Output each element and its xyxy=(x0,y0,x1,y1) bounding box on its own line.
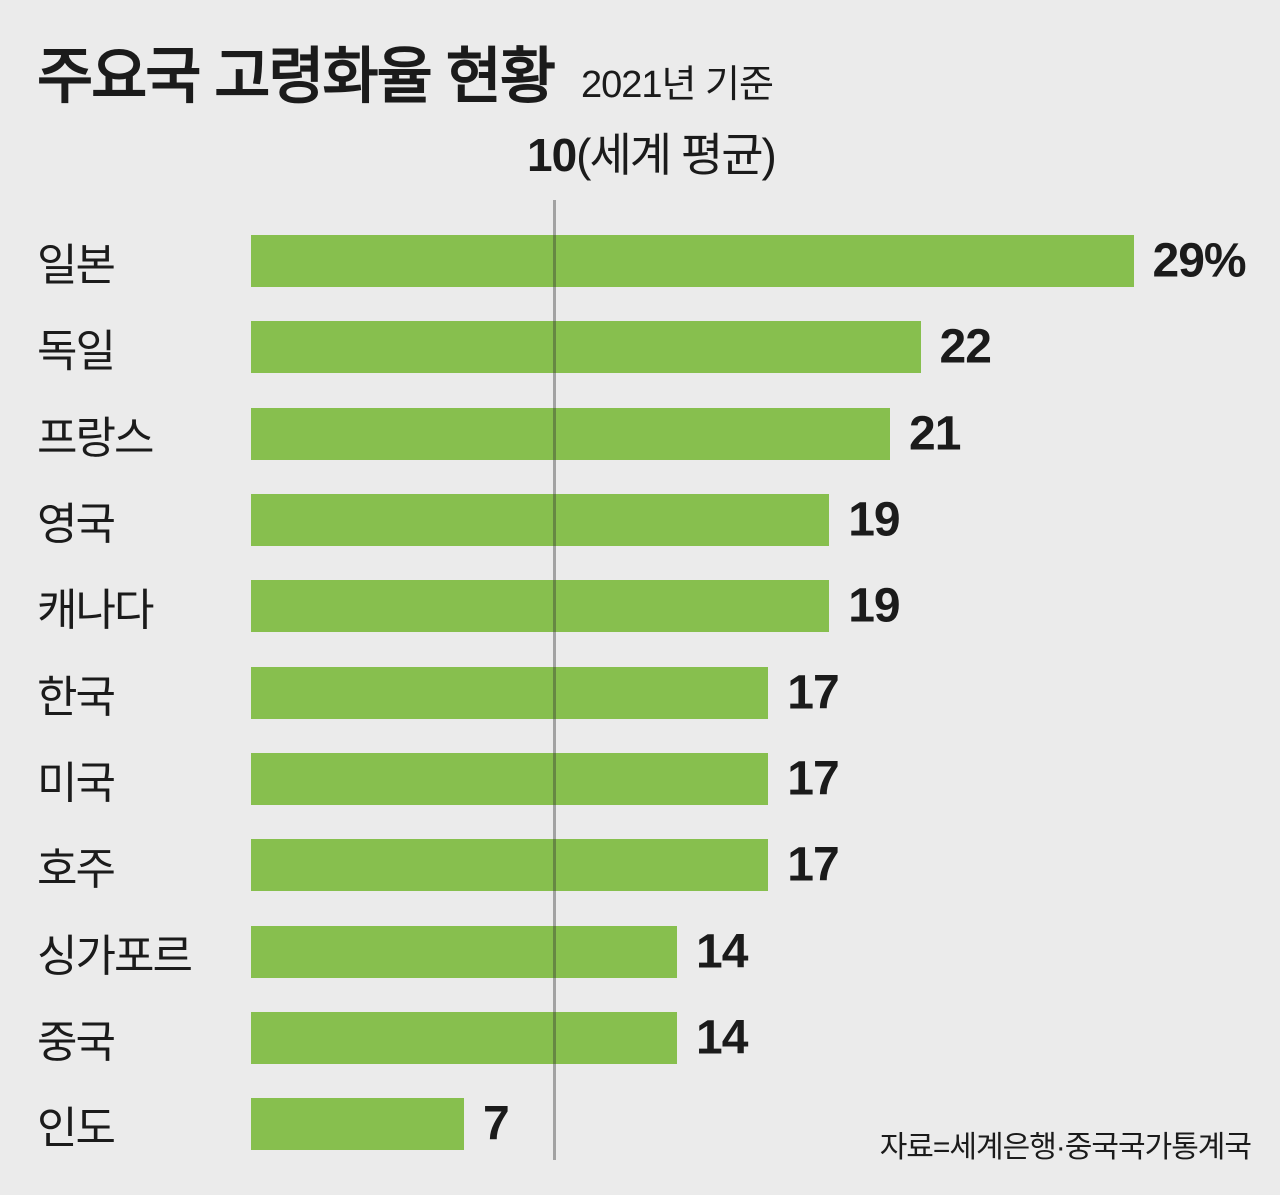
country-label: 프랑스 xyxy=(37,413,154,463)
value-label: 19 xyxy=(848,579,900,633)
value-label: 17 xyxy=(787,666,839,720)
value-bar xyxy=(251,580,830,633)
country-label: 중국 xyxy=(37,1017,116,1067)
chart-row: 싱가포르 14 xyxy=(0,908,1280,994)
value-bar xyxy=(251,1098,464,1151)
country-label: 캐나다 xyxy=(37,586,154,636)
chart-row: 일본 29% xyxy=(0,218,1280,304)
country-label: 미국 xyxy=(37,758,116,808)
world-average-caption: (세계 평균) xyxy=(576,129,777,181)
country-label: 호주 xyxy=(37,845,116,895)
country-label: 한국 xyxy=(37,672,116,722)
value-label: 17 xyxy=(787,752,839,806)
chart-row: 한국 17 xyxy=(0,649,1280,735)
value-bar xyxy=(251,321,921,374)
chart-row: 독일 22 xyxy=(0,304,1280,390)
chart-row: 중국 14 xyxy=(0,995,1280,1081)
value-label: 17 xyxy=(787,838,839,892)
chart-title: 주요국 고령화율 현황 xyxy=(37,42,556,110)
country-label: 일본 xyxy=(37,241,116,291)
value-label: 7 xyxy=(483,1097,510,1151)
world-average-value: 10 xyxy=(527,129,577,181)
value-bar xyxy=(251,1011,677,1064)
value-bar xyxy=(251,235,1134,288)
value-label: 22 xyxy=(939,320,992,374)
country-label: 싱가포르 xyxy=(37,931,193,981)
chart-row: 프랑스 21 xyxy=(0,391,1280,477)
value-label: 14 xyxy=(696,925,748,979)
chart-row: 캐나다 19 xyxy=(0,563,1280,649)
value-label: 14 xyxy=(696,1011,748,1065)
country-label: 독일 xyxy=(37,327,116,377)
value-bar xyxy=(251,407,890,460)
country-label: 영국 xyxy=(37,500,116,550)
value-label: 19 xyxy=(848,493,900,547)
chart-row: 영국 19 xyxy=(0,477,1280,563)
value-bar xyxy=(251,494,830,547)
chart-row: 호주 17 xyxy=(0,822,1280,908)
value-bar xyxy=(251,925,677,978)
bar-chart: 일본 29% 독일 22 프랑스 21 영국 19 캐나다 19 한국 17 미국 17 호주 17 싱가포르 1… xyxy=(0,218,1280,1167)
country-label: 인도 xyxy=(37,1104,116,1154)
world-average-label: 10(세계 평균) xyxy=(527,129,777,181)
chart-subtitle: 2021년 기준 xyxy=(580,64,774,106)
source-credit: 자료=세계은행·중국국가통계국 xyxy=(879,1131,1252,1164)
value-bar xyxy=(251,839,769,892)
value-bar xyxy=(251,666,769,719)
world-average-reference-line xyxy=(553,200,556,1160)
value-label: 21 xyxy=(909,407,961,461)
value-bar xyxy=(251,752,769,805)
chart-header: 주요국 고령화율 현황 2021년 기준 xyxy=(37,26,774,115)
chart-row: 인도 7 xyxy=(0,1081,1280,1167)
chart-row: 미국 17 xyxy=(0,736,1280,822)
value-label: 29% xyxy=(1152,234,1247,288)
